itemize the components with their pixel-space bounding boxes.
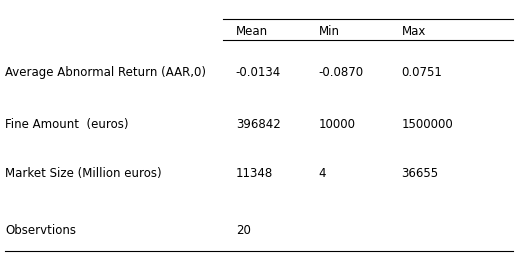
Text: 10000: 10000 xyxy=(319,118,355,131)
Text: Min: Min xyxy=(319,25,340,38)
Text: Observtions: Observtions xyxy=(5,224,76,237)
Text: 11348: 11348 xyxy=(236,167,273,180)
Text: 0.0751: 0.0751 xyxy=(401,66,442,79)
Text: 4: 4 xyxy=(319,167,326,180)
Text: Mean: Mean xyxy=(236,25,268,38)
Text: 20: 20 xyxy=(236,224,251,237)
Text: 36655: 36655 xyxy=(401,167,439,180)
Text: Fine Amount  (euros): Fine Amount (euros) xyxy=(5,118,128,131)
Text: -0.0134: -0.0134 xyxy=(236,66,281,79)
Text: 396842: 396842 xyxy=(236,118,280,131)
Text: Average Abnormal Return (AAR,0): Average Abnormal Return (AAR,0) xyxy=(5,66,206,79)
Text: -0.0870: -0.0870 xyxy=(319,66,364,79)
Text: Max: Max xyxy=(401,25,426,38)
Text: 1500000: 1500000 xyxy=(401,118,453,131)
Text: Market Size (Million euros): Market Size (Million euros) xyxy=(5,167,162,180)
